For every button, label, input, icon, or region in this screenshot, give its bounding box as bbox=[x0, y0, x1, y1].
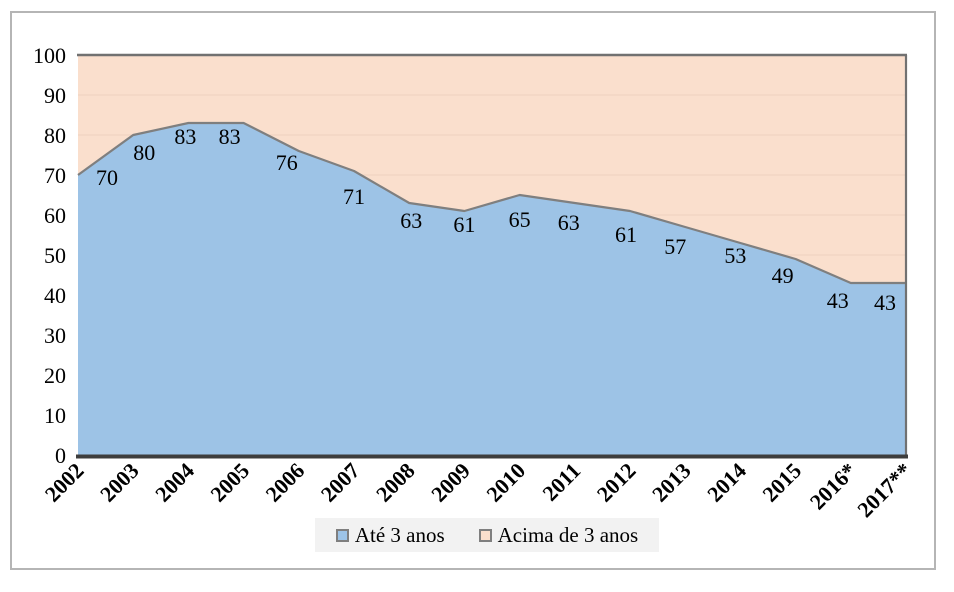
data-label: 61 bbox=[453, 212, 475, 237]
y-axis-tick-label: 60 bbox=[44, 203, 66, 228]
data-label: 43 bbox=[827, 288, 849, 313]
y-axis-tick-label: 70 bbox=[44, 163, 66, 188]
data-label: 70 bbox=[96, 165, 118, 190]
legend-label: Até 3 anos bbox=[354, 522, 445, 547]
x-axis-tick-label: 2006 bbox=[261, 458, 310, 507]
y-axis-tick-label: 10 bbox=[44, 403, 66, 428]
x-axis-tick-label: 2011 bbox=[537, 458, 585, 506]
y-axis-tick-label: 30 bbox=[44, 323, 66, 348]
x-axis-tick-label: 2017** bbox=[852, 458, 916, 522]
x-axis-tick-label: 2008 bbox=[371, 458, 420, 507]
data-label: 80 bbox=[133, 140, 155, 165]
data-label: 83 bbox=[174, 124, 196, 149]
x-axis-tick-label: 2004 bbox=[150, 458, 199, 507]
data-label: 63 bbox=[558, 210, 580, 235]
data-label: 71 bbox=[343, 184, 365, 209]
x-axis-tick-label: 2013 bbox=[647, 458, 696, 507]
y-axis-tick-label: 40 bbox=[44, 283, 66, 308]
x-axis-tick-label: 2015 bbox=[757, 458, 806, 507]
legend-swatch bbox=[335, 528, 349, 542]
series-boundary-line bbox=[77, 121, 906, 285]
data-label: 49 bbox=[772, 263, 794, 288]
chart-legend: Até 3 anos Acima de 3 anos bbox=[315, 518, 659, 552]
x-axis-tick-label: 2010 bbox=[481, 458, 530, 507]
data-label: 76 bbox=[276, 150, 298, 175]
data-label: 43 bbox=[874, 290, 896, 315]
x-axis-tick-label: 2002 bbox=[40, 458, 89, 507]
data-label: 65 bbox=[509, 207, 531, 232]
series-area-ate-3-anos bbox=[78, 123, 906, 455]
x-axis-tick-label: 2005 bbox=[205, 458, 254, 507]
y-axis-tick-label: 90 bbox=[44, 83, 66, 108]
y-axis-tick-label: 20 bbox=[44, 363, 66, 388]
x-axis-tick-label: 2012 bbox=[592, 458, 641, 507]
legend-swatch bbox=[478, 528, 492, 542]
data-label: 53 bbox=[724, 243, 746, 268]
x-axis-tick-label: 2007 bbox=[316, 458, 365, 507]
data-label: 63 bbox=[400, 208, 422, 233]
legend-label: Acima de 3 anos bbox=[497, 522, 639, 547]
data-label: 57 bbox=[664, 234, 686, 259]
legend-item-acima-de-3-anos: Acima de 3 anos bbox=[478, 522, 639, 547]
legend-item-ate-3-anos: Até 3 anos bbox=[335, 522, 445, 547]
y-axis-tick-label: 100 bbox=[33, 43, 66, 68]
x-axis-tick-label: 2003 bbox=[95, 458, 144, 507]
x-axis-tick-label: 2009 bbox=[426, 458, 475, 507]
x-axis-tick-label: 2014 bbox=[702, 458, 751, 507]
data-label: 61 bbox=[615, 222, 637, 247]
data-label: 83 bbox=[219, 124, 241, 149]
y-axis-tick-label: 50 bbox=[44, 243, 66, 268]
y-axis-tick-label: 80 bbox=[44, 123, 66, 148]
y-axis-tick-label: 0 bbox=[55, 443, 66, 468]
